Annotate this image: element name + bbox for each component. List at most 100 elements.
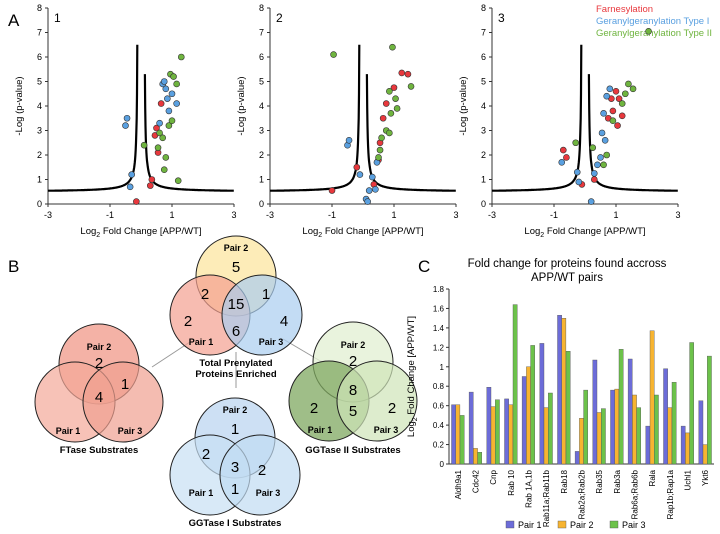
y-tick-label: 4 xyxy=(37,101,42,111)
data-point xyxy=(609,107,617,115)
bar-pair1 xyxy=(698,400,704,465)
bar-pair1 xyxy=(592,359,598,465)
x-tick-label: -3 xyxy=(266,210,274,220)
data-point xyxy=(390,84,398,91)
venn-total-n-pair1: 2 xyxy=(184,313,192,330)
bar-category-label: Cnp xyxy=(489,469,498,484)
bar-y-tick-label: 1.4 xyxy=(433,324,445,333)
data-point xyxy=(123,114,131,122)
venn-total-n-pair2: 5 xyxy=(232,259,240,276)
y-tick-label: 1 xyxy=(259,175,264,185)
threshold-curve-right xyxy=(587,74,678,192)
bar-pair3 xyxy=(530,345,535,465)
y-tick-label: 4 xyxy=(259,101,264,111)
venn-total: Pair 2 Pair 1 Pair 3 5 2 1 15 2 4 6 Tota… xyxy=(169,235,303,380)
bar-pair2 xyxy=(614,388,620,465)
bar-pair2 xyxy=(473,448,478,465)
bar-pair1 xyxy=(486,387,492,465)
data-point xyxy=(645,27,652,35)
x-tick-label: 1 xyxy=(613,210,618,220)
venn-ftase-n-pair23: 1 xyxy=(121,376,129,393)
data-point xyxy=(594,161,601,169)
data-point xyxy=(386,129,393,137)
bar-pair3 xyxy=(565,351,571,465)
data-point xyxy=(573,168,581,176)
plot-number: 2 xyxy=(276,11,283,25)
y-axis-label: -Log (p-value) xyxy=(458,76,469,135)
x-tick-label: -1 xyxy=(550,210,558,220)
bar-category-label: Ykt6 xyxy=(701,469,710,486)
venn-ggt2-pair3-circle xyxy=(336,360,418,442)
venn-total-n-pair3: 4 xyxy=(280,313,288,330)
data-point xyxy=(153,124,160,132)
panel-a-label: A xyxy=(8,11,20,30)
data-point xyxy=(147,182,154,189)
data-point xyxy=(600,110,607,117)
venn-ggt1: Pair 2 Pair 1 Pair 3 1 2 3 2 1 GGTase I … xyxy=(169,397,301,529)
data-point xyxy=(392,95,399,102)
y-tick-label: 3 xyxy=(259,126,264,136)
y-tick-label: 6 xyxy=(259,52,264,62)
venn-ggt1-label-pair1: Pair 1 xyxy=(189,488,214,498)
venn-ggt1-n-pair2: 1 xyxy=(231,421,239,438)
volcano-plot-2: 0 1 2 3 4 5 6 7 8 -3 -1 1 3 2 Log2 Fold Change [APP/WT… xyxy=(236,3,459,239)
venn-total-n-all: 15 xyxy=(228,296,245,313)
data-point xyxy=(156,129,163,137)
data-point xyxy=(407,83,415,90)
data-point xyxy=(618,112,626,120)
bar-pair3 xyxy=(583,389,588,465)
venn-ggt2-label-pair2: Pair 2 xyxy=(341,340,366,350)
bar-pair1 xyxy=(521,376,527,465)
bar-chart-title-2: APP/WT pairs xyxy=(531,272,603,284)
data-point xyxy=(353,163,361,171)
venn-ftase-label-pair2: Pair 2 xyxy=(87,342,112,352)
bar-category-label: Rala xyxy=(648,469,657,486)
threshold-curve-left xyxy=(48,44,139,192)
bar-pair3 xyxy=(495,399,500,465)
data-point xyxy=(375,154,382,161)
data-point xyxy=(589,144,597,151)
volcano-plot-3: 0 1 2 3 4 5 6 7 8 -3 -1 1 3 3 Log2 Fold Change [APP/WT… xyxy=(458,3,681,239)
data-point xyxy=(168,90,176,98)
bar-y-tick-label: 1 xyxy=(440,363,445,372)
data-point xyxy=(133,198,140,205)
y-tick-label: 1 xyxy=(481,175,486,185)
venn-total-n-pair23: 1 xyxy=(262,286,270,303)
data-point xyxy=(140,141,148,149)
bar-pair1 xyxy=(539,343,545,465)
bar-category-label: Rab6a;Rab6b xyxy=(631,469,640,519)
legend: Farnesylation Geranylgeranylation Type I… xyxy=(596,4,712,39)
x-tick-label: 3 xyxy=(675,210,680,220)
bar-pair3 xyxy=(548,392,553,465)
venn-ftase: Pair 2 Pair 1 Pair 3 2 1 4 FTase Substra… xyxy=(34,323,164,456)
bar-legend-swatch xyxy=(609,520,619,529)
venn-ggt1-title: GGTase I Substrates xyxy=(189,518,282,529)
bar-pair3 xyxy=(671,382,677,465)
bar-y-tick-label: 0.2 xyxy=(433,441,445,450)
data-point xyxy=(148,176,156,183)
bar-y-axis-label: Log2 Fold Change [APP/WT] xyxy=(406,316,419,437)
venn-ggt1-label-pair2: Pair 2 xyxy=(223,405,248,415)
y-tick-label: 7 xyxy=(37,28,42,38)
data-point xyxy=(330,51,337,58)
bar-pair1 xyxy=(504,398,509,465)
data-point xyxy=(328,187,336,194)
venn-ggt2-n-pair3: 2 xyxy=(388,400,396,417)
venn-total-n-pair12: 2 xyxy=(201,286,209,303)
bar-legend-swatch xyxy=(557,520,567,529)
bar-y-tick-label: 0.8 xyxy=(433,382,445,391)
bar-category-label: Rab11a;Rab11b xyxy=(542,469,551,527)
bar-category-label: Rab3a xyxy=(613,469,622,493)
bar-category-label: Cdc42 xyxy=(472,469,481,493)
bar-category-label: Rab18 xyxy=(560,469,569,493)
data-point xyxy=(372,186,379,193)
y-tick-label: 2 xyxy=(259,150,264,160)
bar-pair1 xyxy=(557,315,562,465)
data-point xyxy=(170,73,177,80)
data-point xyxy=(168,117,176,124)
bar-pair1 xyxy=(451,404,456,465)
data-point xyxy=(382,100,390,107)
x-tick-label: -1 xyxy=(328,210,336,220)
y-tick-label: 4 xyxy=(481,101,486,111)
bar-pair3 xyxy=(707,355,712,465)
